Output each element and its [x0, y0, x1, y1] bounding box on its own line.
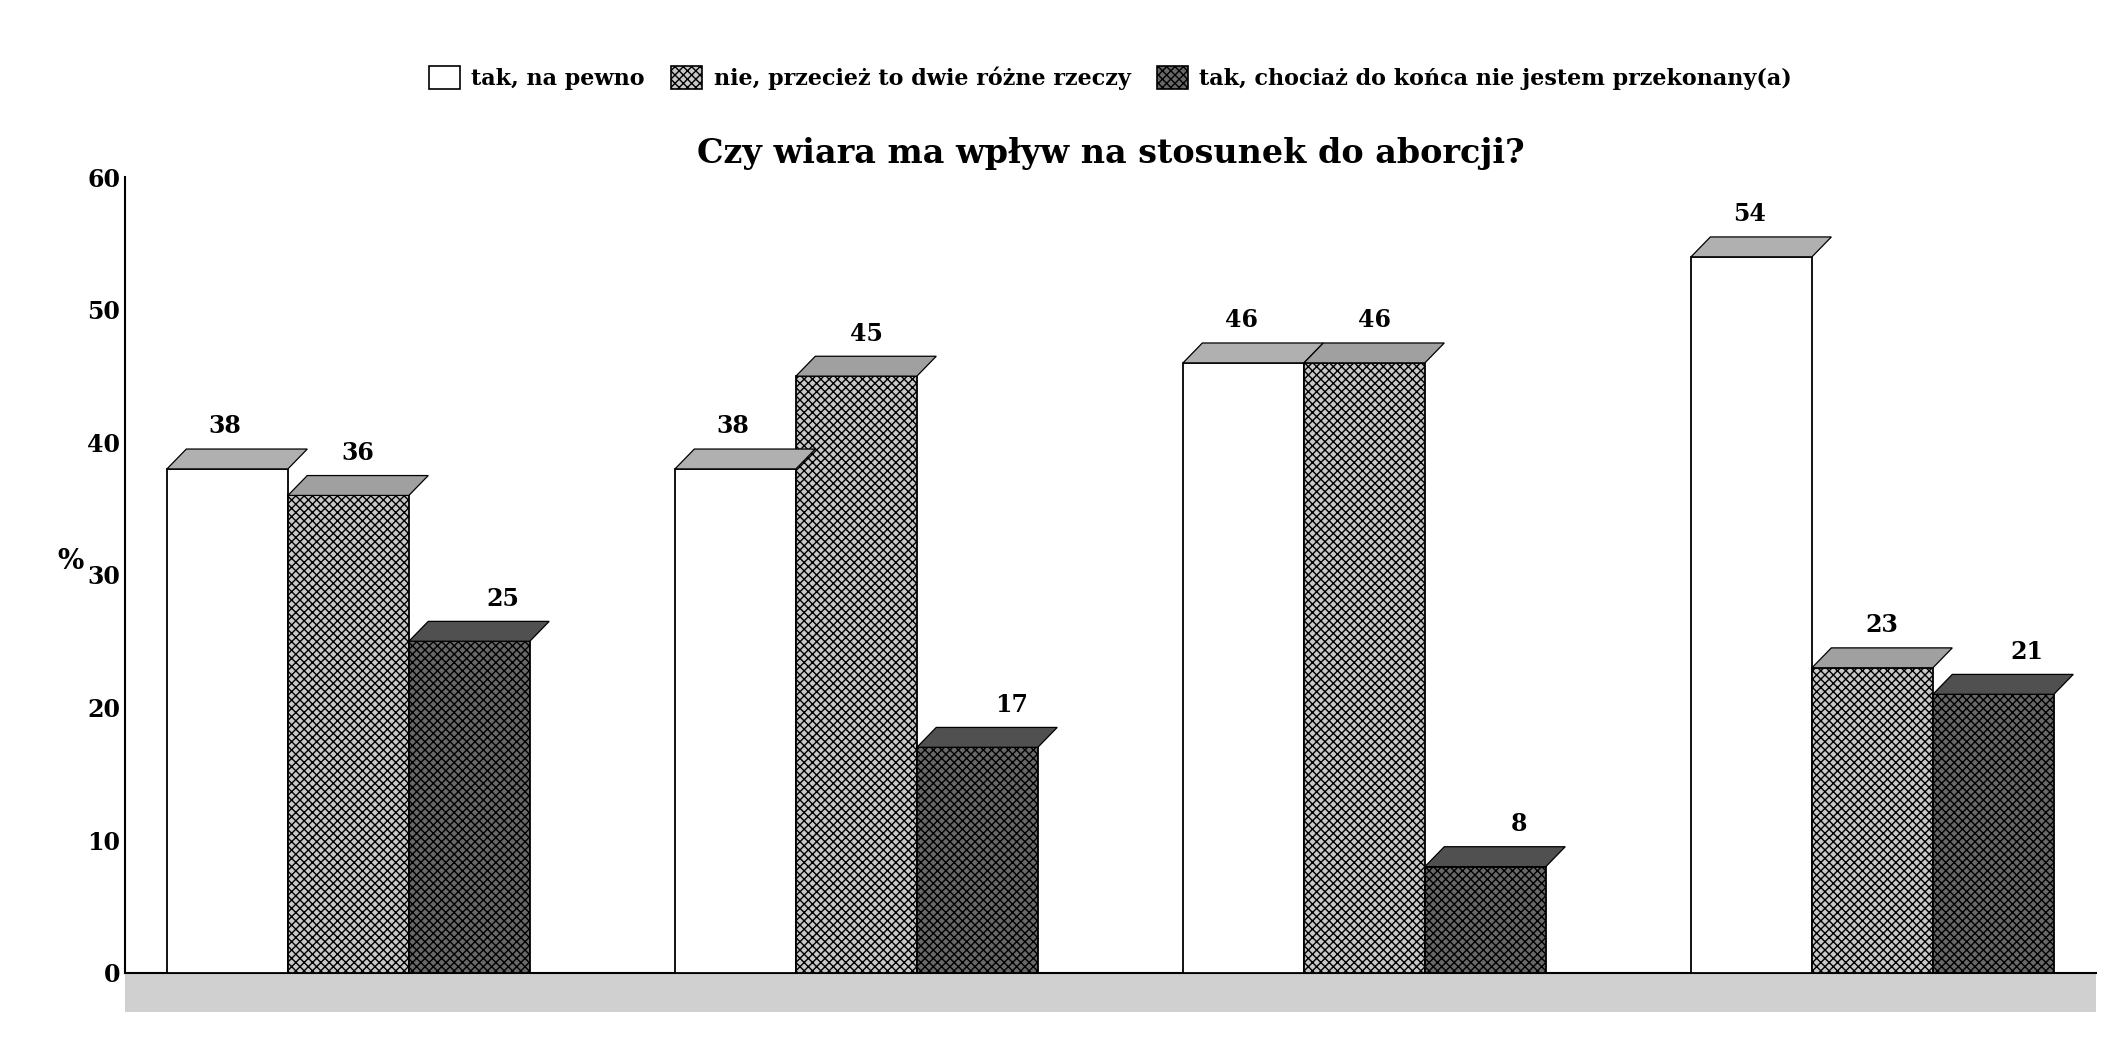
Text: 25: 25	[488, 586, 519, 610]
Polygon shape	[1305, 343, 1444, 363]
Polygon shape	[796, 356, 937, 376]
Bar	[1691, 256, 1811, 973]
Bar	[287, 495, 410, 973]
Text: 45: 45	[849, 322, 882, 346]
Polygon shape	[1934, 675, 2073, 694]
Text: 21: 21	[2012, 639, 2043, 663]
Text: 46: 46	[1357, 308, 1391, 332]
Bar	[125, 973, 2096, 1012]
Bar	[410, 641, 530, 973]
Text: 38: 38	[716, 414, 749, 438]
Polygon shape	[410, 622, 549, 641]
Polygon shape	[676, 449, 815, 469]
Text: 54: 54	[1733, 202, 1765, 226]
Polygon shape	[1425, 847, 1564, 867]
Text: 23: 23	[1866, 613, 1898, 637]
Polygon shape	[916, 728, 1058, 747]
Polygon shape	[1811, 648, 1953, 667]
Polygon shape	[1691, 237, 1832, 256]
Polygon shape	[287, 475, 429, 495]
Bar	[1811, 667, 1934, 973]
Text: 46: 46	[1224, 308, 1258, 332]
Bar	[1305, 363, 1425, 973]
Text: 36: 36	[342, 441, 374, 465]
Bar	[796, 376, 916, 973]
Bar	[1425, 867, 1545, 973]
Polygon shape	[1182, 343, 1324, 363]
Bar	[167, 469, 287, 973]
Bar	[916, 747, 1039, 973]
Text: 17: 17	[994, 692, 1028, 717]
Bar	[676, 469, 796, 973]
Y-axis label: %: %	[57, 548, 84, 575]
Legend: tak, na pewno, nie, przecież to dwie różne rzeczy, tak, chociaż do końca nie jes: tak, na pewno, nie, przecież to dwie róż…	[420, 57, 1801, 99]
Text: 8: 8	[1511, 812, 1528, 837]
Title: Czy wiara ma wpływ na stosunek do aborcji?: Czy wiara ma wpływ na stosunek do aborcj…	[697, 137, 1524, 170]
Polygon shape	[167, 449, 308, 469]
Text: 38: 38	[209, 414, 241, 438]
Bar	[1182, 363, 1305, 973]
Bar	[1934, 694, 2054, 973]
